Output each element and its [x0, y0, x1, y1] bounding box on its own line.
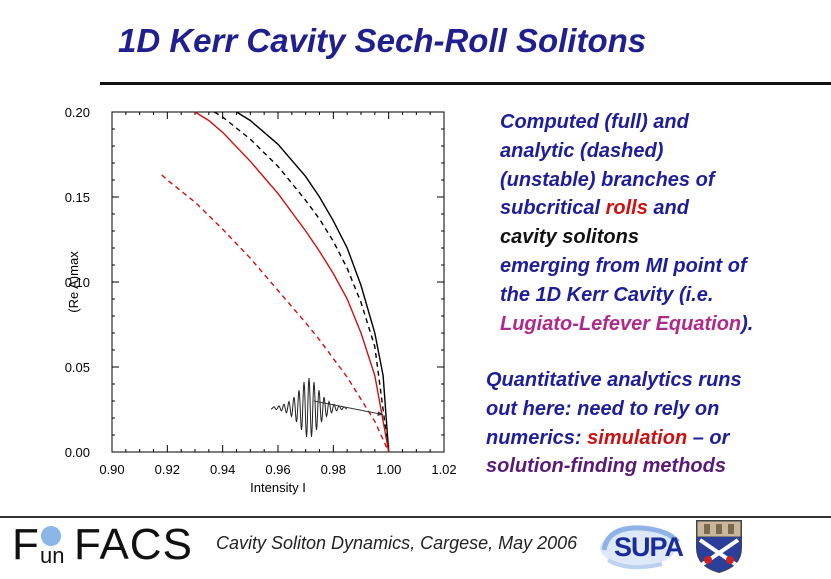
supa-logo: SUPA	[598, 520, 694, 579]
desc1-line2: analytic (dashed)	[500, 139, 664, 162]
pointer-arrow	[313, 400, 384, 416]
desc1-line8-end: ).	[741, 312, 754, 335]
x-tick-label: 0.96	[265, 462, 290, 477]
rolls-word: rolls	[605, 197, 648, 220]
y-tick-label: 0.20	[65, 105, 90, 120]
x-axis-label: Intensity I	[250, 480, 306, 495]
series-line-3	[194, 111, 390, 453]
desc1-line5: cavity solitons	[500, 226, 639, 249]
simulation-word: simulation	[587, 426, 688, 449]
description-numerics: Quantitative analytics runs out here: ne…	[486, 366, 816, 481]
desc1-line4-end: and	[647, 197, 689, 220]
desc2-line3-start: numerics:	[486, 426, 588, 449]
desc1-line3: (unstable) branches of	[500, 168, 715, 191]
footer-caption: Cavity Soliton Dynamics, Cargese, May 20…	[216, 533, 578, 553]
desc2-line3-end: – or	[687, 426, 730, 449]
soliton-profile-inset	[270, 377, 348, 437]
y-tick-label: 0.00	[65, 445, 90, 460]
y-tick-label: 0.05	[65, 360, 90, 375]
desc1-line8: Lugiato-Lefever Equation).	[500, 310, 820, 339]
x-tick-label: 1.00	[376, 462, 401, 477]
logo-un: un	[40, 543, 65, 568]
series-line-1	[236, 111, 390, 453]
x-tick-label: 0.90	[99, 462, 124, 477]
desc1-line1: Computed (full) and	[500, 111, 689, 133]
title-underline	[100, 82, 831, 85]
desc1-line6: emerging from MI point of	[500, 254, 747, 277]
x-tick-label: 0.92	[155, 462, 180, 477]
slide-title: 1D Kerr Cavity Sech-Roll Solitons	[118, 22, 647, 59]
series-line-4	[161, 174, 390, 453]
y-tick-label: 0.10	[65, 275, 90, 290]
description-computed-branches: Computed (full) and analytic (dashed) (u…	[500, 108, 820, 338]
x-tick-label: 1.02	[431, 462, 456, 477]
desc2-line1: Quantitative analytics runs	[486, 369, 742, 391]
smiley-icon	[41, 526, 61, 546]
footer-divider	[0, 516, 831, 518]
desc1-line4: subcritical rolls and	[500, 194, 820, 223]
desc2-line4: solution-finding methods	[486, 455, 726, 478]
plot-frame	[111, 111, 445, 453]
x-tick-label: 0.94	[210, 462, 235, 477]
university-crest-icon	[696, 520, 742, 574]
desc1-line4-start: subcritical	[500, 197, 606, 220]
desc2-line3: numerics: simulation – or	[486, 424, 816, 453]
logo-facs: FACS	[74, 520, 193, 569]
x-tick-label: 0.98	[321, 462, 346, 477]
desc1-line7: the 1D Kerr Cavity (i.e.	[500, 283, 714, 306]
series-line-2	[214, 111, 390, 453]
logo-f: F	[12, 520, 39, 569]
y-tick-label: 0.15	[65, 190, 90, 205]
y-axis-label: (Re A)max	[66, 251, 81, 313]
supa-text: SUPA	[614, 532, 684, 562]
desc2-line2: out here: need to rely on	[486, 397, 720, 420]
lle-phrase: Lugiato-Lefever Equation	[500, 312, 742, 335]
supa-swirl-icon	[600, 525, 680, 570]
pointer-arrowhead	[377, 411, 384, 416]
